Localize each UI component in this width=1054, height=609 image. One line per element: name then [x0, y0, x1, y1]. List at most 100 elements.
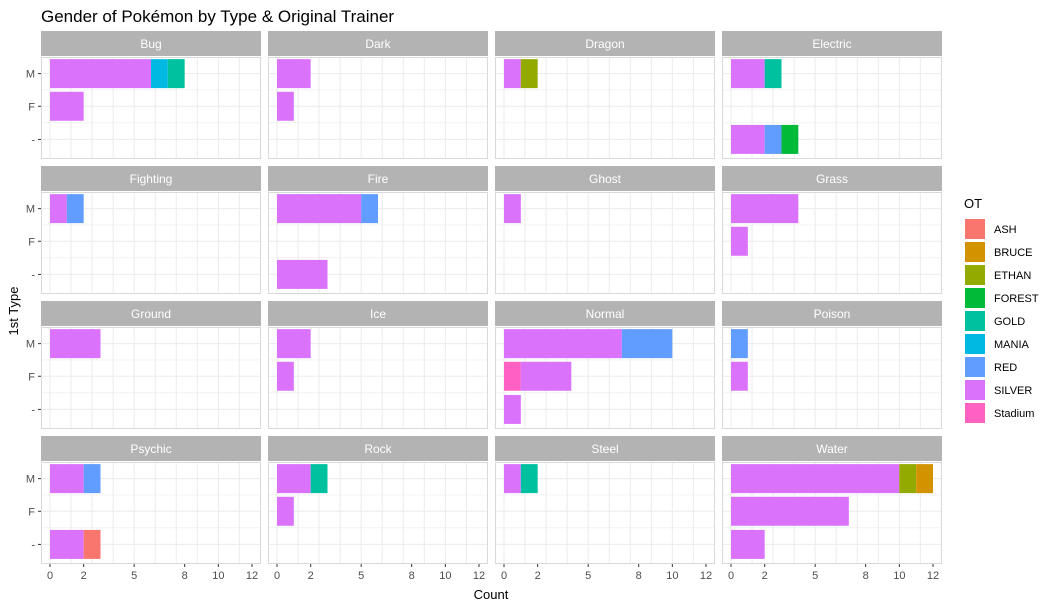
panel-border: [722, 192, 942, 294]
x-tick-label: 5: [812, 570, 818, 582]
bar-grass-m-silver: [731, 194, 799, 224]
bar-psychic-m-red: [83, 464, 101, 494]
legend-item-silver: SILVER: [965, 380, 1032, 400]
bar-normal-f-silver: [520, 361, 572, 391]
bar-ice-m-silver: [277, 329, 311, 359]
bar-water-f-silver: [731, 496, 849, 526]
y-tick-label: -: [31, 539, 35, 551]
panel-border: [268, 192, 488, 294]
facet-strip-label: Ground: [131, 307, 171, 321]
bars: [277, 464, 328, 526]
bars: [504, 59, 538, 89]
panel-border: [495, 57, 715, 159]
bar-water-m-bruce: [916, 464, 933, 494]
bar-fire-unknown-silver: [277, 259, 328, 289]
facet-panel-electric: Electric: [722, 31, 942, 159]
facet-panel-ground: Ground M F -: [26, 301, 261, 429]
x-tick-label: 5: [358, 570, 364, 582]
bar-dark-m-silver: [277, 59, 311, 89]
facet-panel-ghost: Ghost: [495, 166, 715, 294]
panel-border: [722, 462, 942, 564]
facet-strip-label: Electric: [812, 37, 851, 51]
chart-title: Gender of Pokémon by Type & Original Tra…: [41, 7, 394, 26]
facet-panel-dark: Dark: [268, 31, 488, 159]
facet-strip: [268, 436, 488, 461]
legend-swatch: [965, 311, 985, 331]
panel-border: [722, 57, 942, 159]
panel-border: [268, 462, 488, 564]
facet-strip-label: Dragon: [585, 37, 624, 51]
y-tick-label: M: [26, 204, 35, 216]
bars: [277, 329, 311, 391]
legend-item-bruce: BRUCE: [965, 242, 1033, 262]
facet-strip: [268, 31, 488, 56]
facet-strip: [495, 166, 715, 191]
facet-strip: [495, 301, 715, 326]
y-tick-label: -: [31, 269, 35, 281]
facet-panel-grass: Grass: [722, 166, 942, 294]
facet-strip: [41, 31, 261, 56]
y-axis-title: 1st Type: [6, 287, 21, 336]
legend-item-stadium: Stadium: [965, 403, 1034, 423]
bars: [504, 329, 673, 424]
legend-swatch: [965, 380, 985, 400]
grid-lines: [495, 192, 715, 294]
legend-label: FOREST: [994, 293, 1039, 305]
panel-border: [41, 192, 261, 294]
legend-swatch: [965, 288, 985, 308]
x-tick-label: 10: [212, 570, 224, 582]
x-tick-label: 12: [246, 570, 258, 582]
facet-panel-normal: Normal: [495, 301, 715, 429]
facet-strip-label: Ice: [370, 307, 386, 321]
panel-border: [41, 462, 261, 564]
facet-strip: [41, 301, 261, 326]
x-tick-label: 0: [274, 570, 280, 582]
legend: OT ASH BRUCE ETHAN FOREST GOLD MANIA RED SILVER…: [964, 196, 1039, 423]
facet-strip: [41, 436, 261, 461]
facet-strip: [495, 436, 715, 461]
facet-strip: [268, 166, 488, 191]
bar-psychic-m-silver: [50, 464, 84, 494]
x-tick-label: 8: [182, 570, 188, 582]
bars: [50, 464, 101, 559]
bar-normal-m-silver: [504, 329, 622, 359]
bars: [731, 329, 748, 391]
facet-panel-fire: Fire: [268, 166, 488, 294]
panel-border: [268, 327, 488, 429]
bars: [277, 59, 311, 121]
legend-item-red: RED: [965, 357, 1017, 377]
bar-dark-f-silver: [277, 91, 294, 121]
bar-water-unknown-silver: [731, 529, 765, 559]
bar-psychic-unknown-silver: [50, 529, 84, 559]
y-tick-label: F: [28, 506, 35, 518]
facet-panel-ice: Ice: [268, 301, 488, 429]
panel-background: [495, 192, 715, 294]
legend-label: GOLD: [994, 316, 1025, 328]
bar-grass-f-silver: [731, 226, 748, 256]
legend-label: ETHAN: [994, 270, 1031, 282]
x-tick-label: 8: [409, 570, 415, 582]
facet-strip-label: Dark: [365, 37, 391, 51]
bars: [504, 194, 521, 224]
legend-swatch: [965, 219, 985, 239]
bar-dragon-m-silver: [504, 59, 521, 89]
x-tick-label: 8: [863, 570, 869, 582]
facet-strip-label: Fire: [368, 172, 389, 186]
bar-bug-m-silver: [50, 59, 151, 89]
panel-border: [495, 192, 715, 294]
facet-strip: [495, 31, 715, 56]
bar-dragon-m-ethan: [520, 59, 538, 89]
facet-panel-psychic: Psychic M F - 0 2 5 8 10 12: [26, 436, 261, 582]
bar-electric-m-silver: [731, 59, 765, 89]
panel-background: [722, 327, 942, 429]
panel-border: [495, 462, 715, 564]
facet-strip: [722, 166, 942, 191]
bar-fire-m-red: [361, 194, 378, 224]
legend-label: Stadium: [994, 408, 1034, 420]
y-tick-label: F: [28, 236, 35, 248]
x-tick-label: 0: [501, 570, 507, 582]
bar-fighting-m-silver: [50, 194, 67, 224]
bars: [731, 464, 933, 559]
legend-swatch: [965, 403, 985, 423]
bar-ice-f-silver: [277, 361, 294, 391]
